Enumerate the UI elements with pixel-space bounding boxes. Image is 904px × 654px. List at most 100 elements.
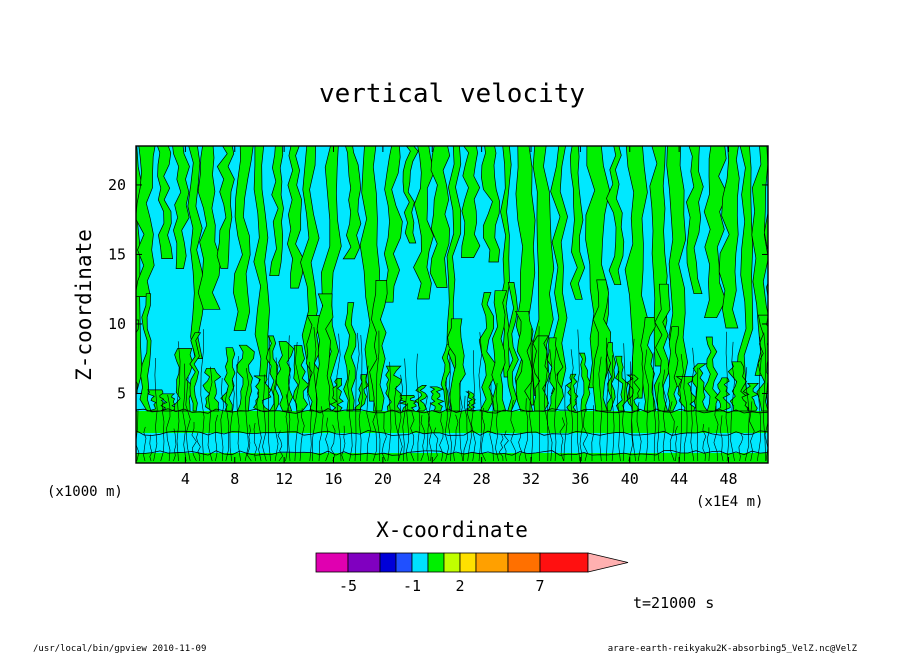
x-tick-label: 28 xyxy=(473,470,491,488)
time-label: t=21000 s xyxy=(633,594,714,612)
contour-line xyxy=(543,347,549,462)
contour-line xyxy=(214,414,218,462)
updraft-plume xyxy=(686,146,704,295)
contour-line xyxy=(207,366,213,462)
updraft-plume xyxy=(342,146,362,260)
colorbar-label: -1 xyxy=(403,577,421,595)
contour-line xyxy=(738,432,744,462)
contour-line xyxy=(459,380,464,462)
updraft-plume xyxy=(626,374,641,412)
contour-line xyxy=(236,356,241,462)
updraft-plume xyxy=(402,146,419,244)
contour-line xyxy=(679,354,684,462)
contour-line xyxy=(498,434,504,462)
x-tick-label: 36 xyxy=(571,470,589,488)
contour-line xyxy=(185,377,191,462)
y-axis: 5 10 15 20 xyxy=(108,176,768,402)
contour-line xyxy=(478,332,483,462)
updraft-plume xyxy=(413,146,435,300)
updraft-plume xyxy=(172,146,190,269)
contour-line xyxy=(381,412,387,462)
contour-line xyxy=(160,402,165,462)
contour-line xyxy=(330,424,336,462)
contour-line xyxy=(285,394,289,462)
contour-line xyxy=(631,338,636,462)
contour-line xyxy=(606,337,610,462)
contour-line xyxy=(244,368,249,462)
contour-line xyxy=(294,341,300,462)
colorbar-segment xyxy=(379,552,397,573)
contour-line xyxy=(495,382,499,462)
contour-line xyxy=(196,432,201,462)
contour-line xyxy=(318,406,324,462)
colorbar-labels: -5 -1 2 7 xyxy=(339,577,545,595)
contour-line xyxy=(176,341,181,462)
contour-line xyxy=(575,329,581,462)
contour-line xyxy=(546,349,553,462)
x-tick-label: 24 xyxy=(423,470,441,488)
updraft-plume xyxy=(253,146,270,384)
colorbar-segment xyxy=(427,552,445,573)
colorbar-segment xyxy=(443,552,461,573)
contour-line xyxy=(376,330,381,462)
updraft-plume xyxy=(615,355,629,412)
contour-line xyxy=(402,358,408,462)
contour-line xyxy=(730,341,735,462)
contour-line xyxy=(695,367,699,462)
updraft-plume xyxy=(369,280,388,412)
contour-line xyxy=(763,332,767,462)
contour-line xyxy=(538,326,540,462)
colorbar-segment xyxy=(475,552,509,573)
updraft-plume xyxy=(440,343,454,412)
updraft-plume xyxy=(157,146,173,259)
colorbar-arrow xyxy=(587,552,629,573)
x-tick-label: 44 xyxy=(670,470,688,488)
y-tick-label: 15 xyxy=(108,245,126,263)
x-unit-label: (x1000 m) xyxy=(47,484,123,500)
contour-line xyxy=(182,363,187,462)
contour-line xyxy=(636,402,642,462)
contour-line xyxy=(173,428,177,462)
contour-line xyxy=(448,356,452,462)
updraft-plume xyxy=(414,385,428,412)
updraft-plume xyxy=(383,146,403,303)
updraft-plume xyxy=(447,318,466,412)
contour-line xyxy=(719,415,724,462)
contour-line xyxy=(489,381,494,462)
updraft-plume xyxy=(569,146,586,300)
colorbar-segment xyxy=(459,552,477,573)
contour-line xyxy=(467,390,472,462)
updraft-plume xyxy=(640,317,656,412)
colorbar-label: 7 xyxy=(535,577,544,595)
updraft-plume xyxy=(465,391,476,412)
contour-line xyxy=(312,326,317,461)
contour-line xyxy=(307,361,312,462)
contour-line xyxy=(529,328,534,462)
contour-line xyxy=(136,430,768,436)
contour-line xyxy=(453,414,459,462)
colorbar-segment xyxy=(315,552,349,573)
contour-line xyxy=(616,370,621,462)
x-tick-label: 12 xyxy=(275,470,293,488)
velocity-field xyxy=(136,146,768,463)
contour-line xyxy=(358,334,363,462)
contour-line xyxy=(444,377,450,462)
updraft-plume xyxy=(478,292,496,412)
x-axis: 4 8 12 16 20 24 28 32 36 40 44 48 xyxy=(181,146,738,488)
contour-line xyxy=(354,332,360,462)
contour-line xyxy=(591,405,595,461)
contour-line xyxy=(336,333,342,462)
contour-line xyxy=(136,450,768,456)
updraft-plume xyxy=(756,314,768,412)
contour-line xyxy=(702,424,707,462)
contour-line xyxy=(669,401,675,462)
contour-line xyxy=(153,357,158,462)
contour-line xyxy=(224,388,230,462)
updraft-plume xyxy=(197,146,221,310)
contour-line xyxy=(191,422,197,462)
updraft-plume xyxy=(275,341,295,412)
contour-line xyxy=(410,411,415,462)
footer-right: arare-earth-reikyaku2K-absorbing5_VelZ.n… xyxy=(608,644,858,654)
contour-line xyxy=(341,425,346,462)
y-tick-label: 10 xyxy=(108,315,126,333)
